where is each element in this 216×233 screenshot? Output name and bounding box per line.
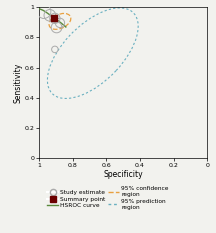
Point (55, 26, 58, 29)
Legend: Study estimate, Summary point, HSROC curve, 95% confidence
region, 95% predictio: Study estimate, Summary point, HSROC cur… (47, 186, 169, 210)
Point (48, 14, 52, 17)
Y-axis label: Sensitivity: Sensitivity (13, 63, 22, 103)
Point (58, 21, 62, 25)
Point (53, 48, 57, 51)
Point (42, 10, 46, 13)
X-axis label: Specificity: Specificity (103, 170, 143, 179)
Point (53, 17, 57, 20)
